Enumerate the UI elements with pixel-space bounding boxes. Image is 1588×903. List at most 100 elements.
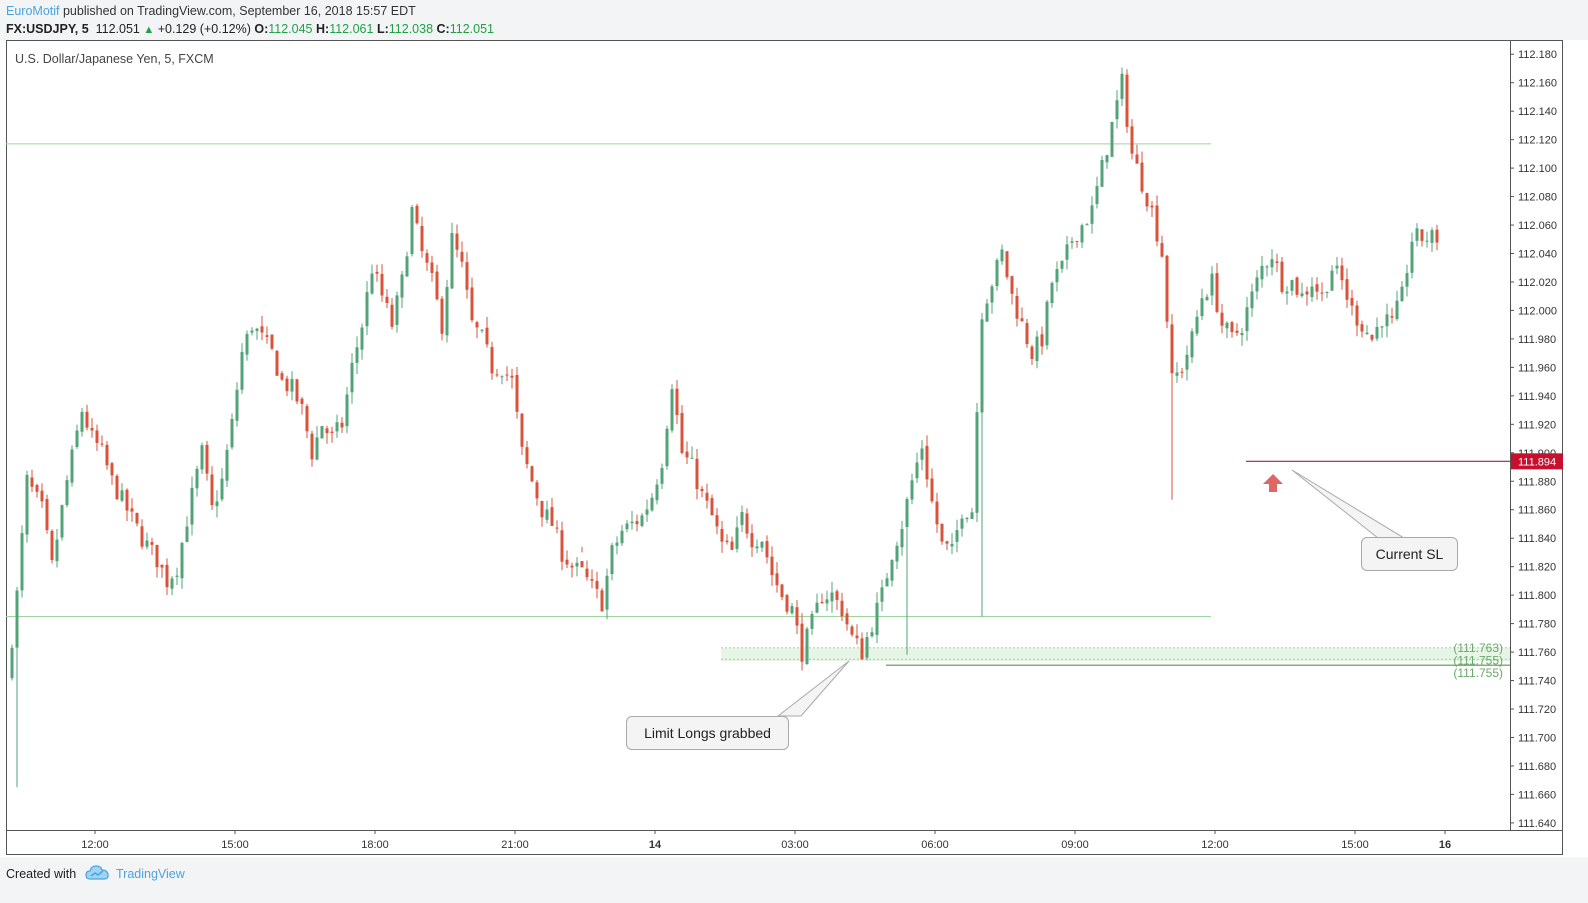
candle-down <box>510 375 514 378</box>
candle-down <box>785 595 789 612</box>
candle-up <box>200 445 204 470</box>
candle-down <box>1005 251 1009 278</box>
candle-down <box>295 379 299 402</box>
candle-up <box>980 319 984 413</box>
tradingview-cloud-icon[interactable] <box>85 864 111 884</box>
header-bar <box>0 0 1588 40</box>
candle-up <box>1310 286 1314 298</box>
candle-down <box>1275 261 1279 263</box>
y-tick-label: 111.860 <box>1518 505 1556 517</box>
open-label: O: <box>254 22 269 36</box>
candle-down <box>1140 162 1144 192</box>
candlestick-chart[interactable]: 112.180 112.160 112.140 112.120 112.100 112.0… <box>6 40 1563 855</box>
candle-down <box>505 374 509 376</box>
y-tick-label: 112.160 <box>1518 78 1557 90</box>
candle-up <box>450 233 454 289</box>
x-tick-label: 12:00 <box>1201 839 1229 851</box>
candle-up <box>620 530 624 544</box>
candle-down <box>50 530 54 560</box>
candle-up <box>500 376 504 378</box>
candle-up <box>230 418 234 448</box>
chart-frame[interactable]: 112.180 112.160 112.140 112.120 112.100 112.0… <box>6 40 1563 855</box>
candle-down <box>1420 229 1424 241</box>
candle-up <box>1300 293 1304 297</box>
candle-down <box>375 271 379 274</box>
y-tick-label: 111.760 <box>1518 647 1556 659</box>
candle-down <box>35 485 39 492</box>
candle-up <box>1120 73 1124 99</box>
y-tick-label: 111.720 <box>1518 704 1556 716</box>
candle-up <box>145 540 149 547</box>
candle-up <box>880 587 884 602</box>
candle-down <box>570 565 574 568</box>
candle-up <box>10 647 14 679</box>
y-tick-label: 111.840 <box>1518 533 1556 545</box>
candle-up <box>350 362 354 393</box>
author-link[interactable]: EuroMotif <box>6 4 60 18</box>
candle-down <box>800 623 804 662</box>
candle-down <box>1220 312 1224 326</box>
candle-down <box>1350 297 1354 306</box>
candle-down <box>520 413 524 447</box>
candle-up <box>445 286 449 336</box>
y-tick-label: 112.140 <box>1518 106 1557 118</box>
candle-up <box>320 426 324 439</box>
candle-down <box>565 559 569 565</box>
candle-up <box>15 590 19 648</box>
candle-up <box>1270 259 1274 268</box>
candle-down <box>860 638 864 660</box>
candle-down <box>1135 154 1139 164</box>
y-tick-label: 111.740 <box>1518 676 1556 688</box>
candle-down <box>1355 305 1359 326</box>
candle-down <box>1040 334 1044 347</box>
candle-down <box>310 433 314 460</box>
candle-up <box>995 260 999 287</box>
candle-down <box>430 262 434 273</box>
candle-up <box>1090 205 1094 224</box>
candle-up <box>315 437 319 460</box>
y-tick-label: 111.980 <box>1518 334 1556 346</box>
candle-up <box>910 480 914 500</box>
candle-down <box>1295 277 1299 295</box>
candle-down <box>1180 371 1184 373</box>
candle-down <box>325 428 329 434</box>
candle-up <box>370 273 374 294</box>
candle-down <box>600 590 604 612</box>
candle-down <box>435 271 439 300</box>
candle-down <box>470 287 474 321</box>
limit-longs-callout: Limit Longs grabbed <box>626 716 789 750</box>
tradingview-link[interactable]: TradingView <box>116 867 185 881</box>
candle-up <box>1400 286 1404 302</box>
candle-up <box>1115 100 1119 120</box>
candle-up <box>1065 244 1069 260</box>
candle-down <box>580 561 584 568</box>
candle-up <box>1255 277 1259 292</box>
candle-down <box>155 544 159 568</box>
candle-down <box>675 388 679 416</box>
candle-up <box>250 330 254 333</box>
candle-down <box>1125 74 1129 127</box>
candle-up <box>655 484 659 501</box>
x-tick-label: 15:00 <box>221 839 249 851</box>
candle-up <box>950 543 954 547</box>
candle-up <box>985 303 989 322</box>
candle-down <box>930 478 934 502</box>
candle-up <box>240 351 244 390</box>
published-text: published on TradingView.com, September … <box>59 4 416 18</box>
candle-down <box>745 513 749 534</box>
candle-up <box>365 292 369 327</box>
zone-price-label: (111.755) <box>1453 653 1503 667</box>
candle-up <box>1110 121 1114 157</box>
candle-down <box>40 490 44 502</box>
candle-down <box>205 444 209 474</box>
candle-up <box>630 521 634 524</box>
candle-up <box>405 256 409 277</box>
candle-down <box>105 444 109 466</box>
candle-down <box>555 527 559 529</box>
candle-up <box>1105 155 1109 163</box>
candle-up <box>735 527 739 549</box>
y-tick-label: 112.060 <box>1518 220 1557 232</box>
candle-up <box>1395 300 1399 320</box>
candle-up <box>625 523 629 530</box>
candle-up <box>545 509 549 520</box>
